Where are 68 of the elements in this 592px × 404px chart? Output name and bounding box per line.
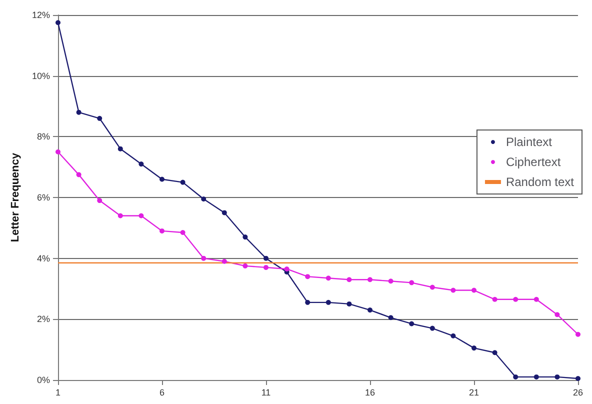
point xyxy=(409,280,414,286)
point xyxy=(118,213,123,218)
point xyxy=(76,172,82,178)
x-tick-label: 16 xyxy=(364,388,376,398)
point xyxy=(242,263,248,268)
y-tick-label: 6% xyxy=(36,192,50,202)
point xyxy=(576,332,580,337)
point xyxy=(534,296,539,302)
point xyxy=(118,146,123,152)
x-tick-label: 21 xyxy=(468,388,480,398)
point xyxy=(430,284,435,290)
point xyxy=(138,162,144,167)
point xyxy=(450,333,456,338)
point xyxy=(534,374,539,380)
point xyxy=(160,176,164,182)
point xyxy=(346,277,352,282)
point xyxy=(554,374,560,380)
point xyxy=(180,230,186,235)
y-tick-label: 4% xyxy=(36,253,50,264)
point xyxy=(201,256,206,261)
point xyxy=(346,301,352,306)
point xyxy=(388,278,394,284)
point xyxy=(430,326,435,331)
point xyxy=(305,274,310,280)
legend-label: Random text xyxy=(506,175,575,189)
legend-label: Plaintext xyxy=(506,135,553,149)
point xyxy=(513,374,518,380)
point xyxy=(368,277,372,282)
point xyxy=(242,234,248,240)
x-tick-label: 1 xyxy=(55,388,61,398)
point xyxy=(180,180,186,185)
point xyxy=(222,258,227,264)
x-tick-label: 11 xyxy=(261,388,271,398)
point xyxy=(264,264,268,270)
point xyxy=(388,315,394,320)
point xyxy=(472,346,476,351)
point xyxy=(326,300,331,305)
point xyxy=(264,256,268,261)
point xyxy=(284,266,290,272)
point xyxy=(450,288,456,293)
y-tick-label: 8% xyxy=(36,132,50,142)
point xyxy=(56,149,60,154)
point xyxy=(97,116,102,121)
point xyxy=(97,198,102,204)
y-tick-label: 0% xyxy=(36,375,50,385)
y-tick-label: 2% xyxy=(36,314,50,324)
y-axis-title: Letter Frequency xyxy=(10,152,22,242)
point xyxy=(472,288,476,293)
point xyxy=(160,228,164,234)
point xyxy=(76,110,82,115)
point xyxy=(554,312,560,318)
point xyxy=(513,296,518,302)
point xyxy=(368,308,372,313)
point xyxy=(56,20,60,26)
point xyxy=(326,276,331,281)
point xyxy=(409,321,414,326)
point xyxy=(576,376,580,381)
legend-label: Ciphertext xyxy=(506,155,562,169)
point xyxy=(201,196,206,202)
point xyxy=(492,350,498,356)
point xyxy=(492,296,498,302)
y-tick-label: 12% xyxy=(32,10,50,20)
point xyxy=(305,300,310,305)
point xyxy=(138,213,144,218)
point xyxy=(222,210,227,216)
x-tick-label: 6 xyxy=(159,388,165,398)
y-tick-label: 10% xyxy=(32,70,50,81)
x-tick-label: 26 xyxy=(572,388,584,398)
